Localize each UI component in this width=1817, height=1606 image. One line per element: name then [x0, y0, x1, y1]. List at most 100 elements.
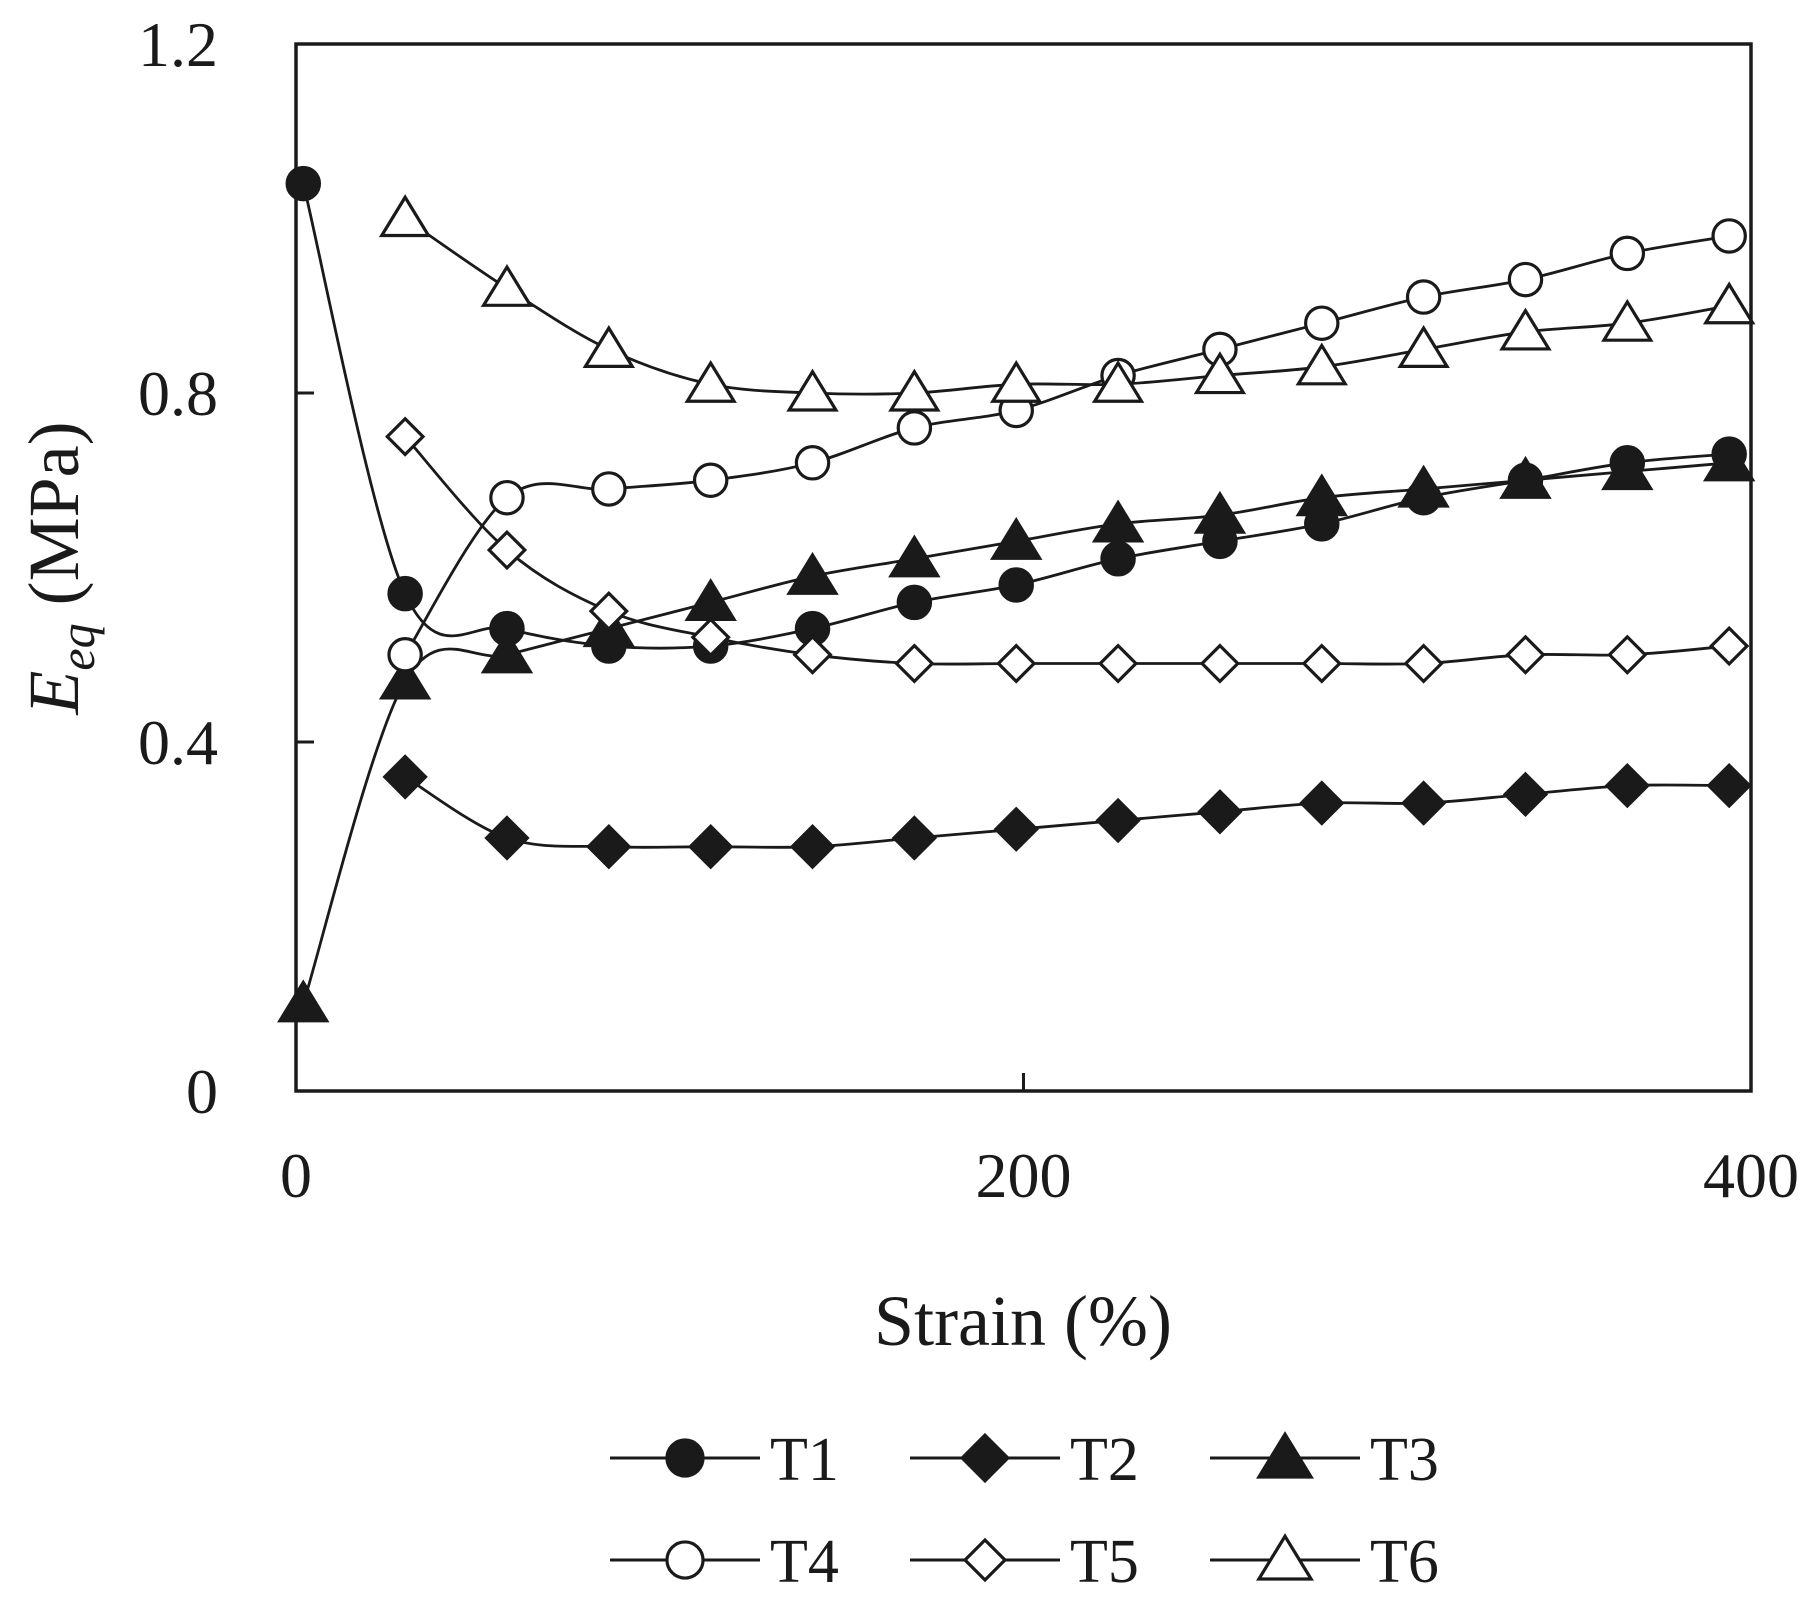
point-t5 — [792, 634, 833, 675]
point-t3 — [378, 656, 432, 700]
x-tick-label: 400 — [1703, 1140, 1799, 1211]
point-t6 — [1193, 351, 1247, 395]
point-t5 — [385, 416, 426, 457]
point-t2 — [891, 815, 938, 861]
x-tick-label: 200 — [976, 1140, 1072, 1211]
point-t4 — [1711, 218, 1747, 254]
point-t2 — [1400, 780, 1447, 826]
point-t3 — [684, 578, 737, 622]
point-t4 — [1405, 279, 1442, 315]
point-t5 — [894, 643, 935, 684]
legend-label: T5 — [1070, 1528, 1139, 1596]
point-t2 — [1299, 780, 1345, 826]
point-t5 — [1097, 643, 1139, 684]
legend-marker — [665, 1438, 705, 1478]
legend-item-t4: T4 — [610, 1528, 839, 1596]
point-t5 — [1607, 634, 1648, 675]
legend-item-t3: T3 — [1210, 1426, 1439, 1494]
y-tick-label: 0.8 — [138, 358, 218, 429]
point-t3 — [989, 517, 1043, 560]
point-t5 — [1403, 643, 1444, 684]
point-t6 — [1601, 298, 1654, 342]
point-t5 — [996, 643, 1037, 684]
point-t6 — [786, 368, 839, 412]
point-t6 — [1702, 281, 1756, 325]
point-t6 — [1499, 307, 1552, 351]
legend-marker — [1256, 1431, 1314, 1479]
point-t3 — [1295, 473, 1349, 517]
plot-markers — [277, 165, 1756, 1023]
point-t6 — [684, 359, 737, 403]
point-t3 — [480, 630, 534, 674]
legend-label: T3 — [1370, 1426, 1439, 1494]
point-t4 — [896, 410, 933, 446]
y-tick-label: 0.4 — [138, 707, 218, 778]
point-t5 — [690, 617, 731, 658]
point-t2 — [688, 824, 734, 870]
point-t6 — [378, 194, 432, 238]
legend-item-t1: T1 — [610, 1426, 839, 1494]
point-t5 — [1709, 625, 1750, 667]
point-t2 — [484, 815, 530, 861]
point-t6 — [480, 263, 534, 307]
point-t5 — [1505, 634, 1546, 675]
point-t6 — [582, 325, 636, 368]
y-axis-title-sub: eq — [49, 623, 105, 670]
x-tick-label: 0 — [280, 1140, 312, 1211]
y-axis-title: Eeq (MPa) — [14, 421, 105, 715]
series-line-t1 — [301, 183, 1730, 650]
point-t2 — [586, 824, 632, 870]
legend-marker — [665, 1540, 705, 1580]
x-axis-title: Strain (%) — [874, 1281, 1172, 1361]
point-t5 — [588, 591, 629, 632]
point-t1 — [896, 584, 933, 621]
point-t2 — [1604, 762, 1650, 809]
point-t4 — [692, 462, 729, 499]
point-t2 — [1197, 789, 1243, 835]
point-t4 — [1507, 261, 1544, 298]
series-line-t4 — [403, 234, 1730, 656]
point-t4 — [794, 445, 831, 481]
point-t5 — [1301, 643, 1342, 684]
point-t2 — [993, 806, 1039, 852]
point-t5 — [1199, 643, 1241, 684]
point-t4 — [489, 479, 525, 516]
y-axis-title-main: E — [14, 671, 94, 716]
point-t4 — [591, 471, 627, 507]
point-t2 — [789, 824, 836, 870]
point-t6 — [989, 359, 1043, 403]
y-tick-label: 0 — [186, 1056, 218, 1127]
legend-marker — [962, 1537, 1008, 1583]
point-t3 — [1499, 455, 1552, 499]
axis-tick-labels: 0 200 400 0 0.4 0.8 1.2 — [138, 9, 1799, 1211]
point-t4 — [1609, 235, 1646, 272]
legend-label: T2 — [1070, 1426, 1139, 1494]
point-t6 — [1397, 325, 1450, 368]
y-tick-label: 1.2 — [138, 9, 218, 80]
legend-marker — [959, 1432, 1011, 1484]
point-t1 — [285, 165, 322, 202]
point-t3 — [888, 534, 941, 578]
point-t4 — [387, 636, 423, 673]
axis-ticks — [294, 42, 1753, 1093]
legend-label: T4 — [770, 1528, 839, 1596]
point-t1 — [1100, 541, 1136, 577]
legend-item-t5: T5 — [910, 1528, 1139, 1596]
point-t2 — [1502, 771, 1549, 818]
point-t2 — [1095, 797, 1141, 844]
point-t5 — [486, 529, 528, 571]
legend-marker — [1256, 1533, 1314, 1581]
point-t3 — [1397, 464, 1450, 508]
point-t1 — [387, 575, 423, 612]
point-t6 — [1091, 359, 1145, 403]
point-t3 — [1091, 499, 1145, 543]
point-t4 — [1304, 305, 1340, 341]
point-t6 — [888, 368, 941, 412]
point-t2 — [1706, 762, 1752, 809]
legend-label: T1 — [770, 1426, 839, 1494]
legend: T1 T2 T3 T4 T5 T6 — [610, 1426, 1439, 1596]
y-axis-title-unit: (MPa) — [14, 421, 94, 623]
legend-item-t6: T6 — [1210, 1528, 1439, 1596]
point-t3 — [1193, 490, 1247, 534]
